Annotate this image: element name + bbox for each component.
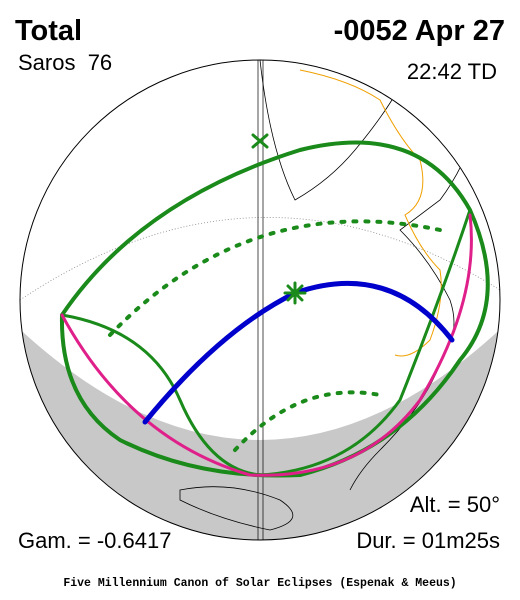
saros: Saros 76 <box>18 50 112 75</box>
southern-limit <box>233 390 382 452</box>
time: 22:42 TD <box>407 59 497 84</box>
penumbra-limit <box>60 208 472 477</box>
greatest-eclipse <box>283 281 307 305</box>
duration: Dur. = 01m25s <box>356 528 500 553</box>
rise-set-curve <box>60 213 473 477</box>
northern-limit <box>108 219 442 337</box>
gamma: Gam. = -0.6417 <box>18 528 171 553</box>
eclipse-paths <box>59 133 490 478</box>
borders <box>299 69 442 357</box>
subsolar-point <box>251 133 269 149</box>
antarctica-coast <box>179 486 294 531</box>
date: -0052 Apr 27 <box>334 15 505 47</box>
globe <box>19 59 501 541</box>
night-region <box>20 320 500 540</box>
credit: Five Millennium Canon of Solar Eclipses … <box>63 577 456 590</box>
globe-outline <box>19 59 501 541</box>
equator <box>20 217 500 301</box>
altitude: Alt. = 50° <box>410 492 500 517</box>
penumbra-outline <box>59 140 490 478</box>
eclipse-type: Total <box>15 15 82 47</box>
